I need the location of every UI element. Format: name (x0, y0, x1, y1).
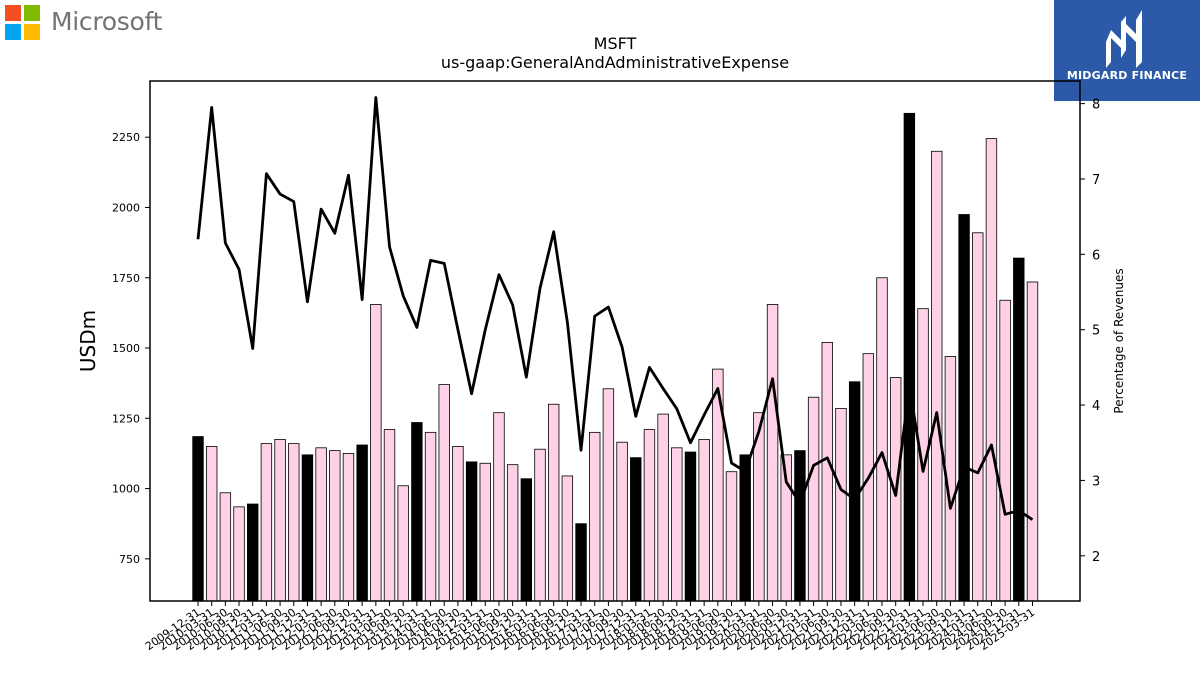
bar-quarter (315, 447, 327, 602)
bar-annual (630, 457, 642, 602)
bar-quarter (931, 150, 943, 602)
y-tick-label: 1500 (112, 342, 140, 355)
bar-quarter (766, 304, 779, 602)
bar-quarter (972, 232, 984, 602)
bar-annual (520, 478, 533, 602)
bar-annual (903, 112, 916, 602)
bar-quarter (260, 443, 273, 602)
y2-tick-label: 5 (1092, 324, 1100, 339)
bar-quarter (219, 492, 232, 602)
plot-frame (149, 80, 1081, 602)
bar-quarter (985, 138, 998, 602)
bar-quarter (725, 471, 738, 602)
bar-quarter (233, 506, 245, 602)
y-tick-label: 2000 (112, 201, 140, 214)
y-tick-label: 1750 (112, 272, 140, 285)
logo-green-square (24, 5, 40, 21)
y-tick-label: 2250 (112, 131, 140, 144)
bar-quarter (506, 464, 519, 602)
bar-quarter (547, 403, 560, 602)
y2-tick-label: 4 (1092, 399, 1100, 414)
bar-quarter (534, 448, 546, 602)
bar-annual (465, 461, 478, 602)
midgard-finance-logo: MIDGARD FINANCE (1054, 0, 1200, 101)
bar-quarter (835, 408, 847, 602)
bar-annual (411, 422, 423, 602)
y-tick-label: 750 (119, 553, 140, 566)
y2-axis-label: Percentage of Revenues (1112, 268, 1126, 413)
bar-quarter (671, 447, 683, 602)
y2-tick-label: 6 (1092, 248, 1100, 263)
bar-quarter (424, 431, 437, 602)
bar-quarter (589, 431, 601, 602)
logo-yellow-square (24, 24, 40, 40)
y2-tick-label: 2 (1092, 550, 1100, 565)
bar-quarter (438, 384, 450, 602)
bar-quarter (274, 438, 286, 602)
series-line-pct-revenue (196, 96, 1034, 521)
chart-title: MSFT (594, 34, 637, 53)
bar-annual (247, 503, 259, 602)
y2-tick-label: 3 (1092, 474, 1100, 489)
logo-red-square (5, 5, 21, 21)
y-tick-label: 1250 (112, 412, 140, 425)
bar-quarter (342, 453, 355, 602)
bar-quarter (657, 413, 669, 602)
bar-quarter (397, 485, 409, 602)
bar-quarter (602, 388, 615, 602)
logo-blue-square (5, 24, 21, 40)
y-axis-label: USDm (76, 310, 100, 372)
bar-quarter (370, 304, 382, 602)
microsoft-logo: Microsoft (5, 5, 185, 41)
bar-quarter (807, 396, 820, 602)
bar-quarter (452, 446, 464, 602)
bar-annual (192, 436, 204, 602)
bar-annual (958, 214, 970, 602)
bar-quarter (1026, 281, 1039, 602)
bar-quarter (821, 342, 833, 602)
bar-annual (1013, 257, 1025, 602)
bar-quarter (616, 441, 628, 602)
y2-tick-label: 8 (1092, 98, 1100, 113)
bar-quarter (999, 299, 1011, 602)
bar-annual (739, 454, 751, 602)
bar-quarter (479, 462, 491, 602)
y2-tick-label: 7 (1092, 173, 1100, 188)
bar-quarter (643, 429, 656, 602)
bar-annual (301, 454, 314, 602)
bar-quarter (288, 443, 300, 602)
bar-quarter (329, 450, 341, 602)
bar-annual (356, 444, 368, 602)
bar-quarter (876, 277, 888, 602)
bar-annual (794, 450, 806, 602)
bar-quarter (205, 446, 218, 602)
bar-quarter (493, 412, 505, 602)
midgard-emblem-icon (1106, 10, 1142, 68)
y-tick-label: 1000 (112, 483, 140, 496)
chart-subtitle: us-gaap:GeneralAndAdministrativeExpense (441, 53, 789, 72)
microsoft-wordmark: Microsoft (51, 7, 163, 36)
bar-annual (575, 523, 587, 602)
bar-quarter (383, 429, 396, 602)
bar-quarter (698, 438, 710, 602)
bar-quarter (561, 475, 574, 602)
midgard-finance-label: MIDGARD FINANCE (1066, 69, 1188, 82)
bar-annual (684, 451, 697, 602)
